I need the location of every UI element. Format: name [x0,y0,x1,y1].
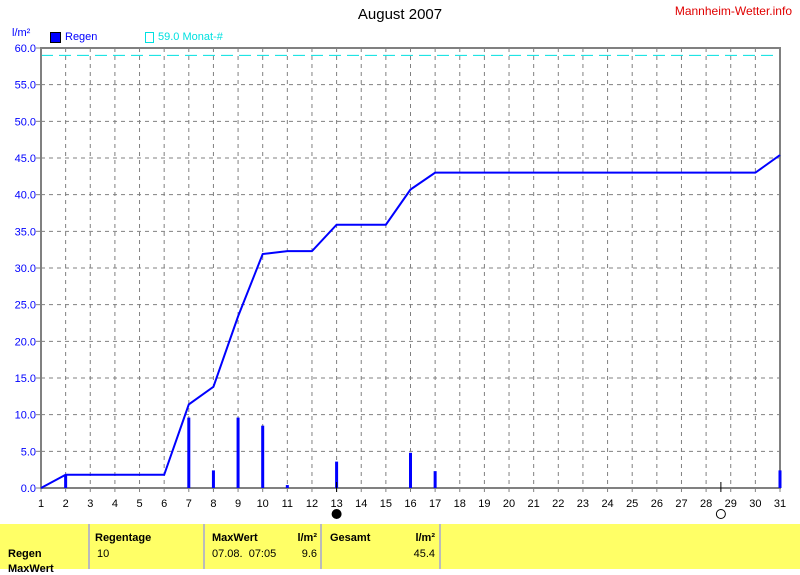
rain-bar [433,471,437,488]
rain-bar [409,452,412,488]
x-tick-label: 17 [429,498,441,510]
y-tick-label: 15.0 [15,373,36,385]
legend-label: 59.0 Monat-# [158,31,223,43]
rain-bar [211,470,215,488]
x-tick-label: 21 [528,498,540,510]
maxwert-unit: l/m² [297,532,317,544]
legend-swatch-rain [50,31,61,43]
full-moon-icon [331,509,342,519]
chart-title: August 2007 [357,6,443,23]
x-tick-label: 13 [330,498,342,510]
y-tick-label: 55.0 [15,80,36,92]
regentage-cell: Regentage 10 [90,524,205,569]
y-tick-label: 45.0 [15,153,36,165]
site-brand: Mannheim-Wetter.info [674,4,792,18]
y-tick-label: 20.0 [15,336,36,348]
x-tick-label: 18 [454,498,466,510]
x-tick-label: 14 [355,498,367,510]
y-tick-label: 60.0 [15,43,36,55]
legend-rain: Regen [50,31,97,43]
rain-bar [285,485,289,488]
rain-bar [187,417,191,488]
gesamt-value: 45.4 [413,548,435,560]
x-tick-label: 8 [210,498,216,510]
gesamt-header: Gesamt [330,532,371,544]
x-tick-label: 12 [306,498,318,510]
y-tick-label: 50.0 [15,116,36,128]
x-tick-label: 9 [235,498,241,510]
y-tick-label: 30.0 [15,263,36,275]
rain-bar [261,425,265,488]
y-tick-label: 25.0 [15,300,36,312]
x-tick-label: 10 [257,498,269,510]
regentage-header: Regentage [95,532,152,544]
row-label-2: MaxWert [8,563,54,575]
summary-table: Regen MaxWert Regentage 10 MaxWert l/m² … [0,524,800,575]
row-label: Regen [8,548,42,560]
x-tick-label: 25 [626,498,638,510]
rain-chart: 0.0 5.0 10.0 15.0 20.0 25.0 30.0 35.0 40.0 45.0 50… [15,43,786,519]
rain-bar [64,474,68,488]
y-tick-label: 35.0 [15,226,36,238]
x-tick-label: 5 [136,498,142,510]
regentage-value: 10 [97,548,110,560]
x-tick-label: 19 [478,498,490,510]
maxwert-cell: MaxWert l/m² 07.08. 07:05 9.6 [205,524,322,569]
x-tick-label: 7 [186,498,192,510]
x-tick-label: 24 [601,498,613,510]
x-tick-label: 23 [577,498,589,510]
rain-bar [335,461,339,488]
y-tick-label: 40.0 [15,190,36,202]
legend-month: 59.0 Monat-# [145,31,223,43]
x-tick-label: 20 [503,498,515,510]
x-tick-label: 1 [38,498,44,510]
new-moon-icon [715,509,726,519]
legend-label: Regen [65,31,98,43]
x-tick-label: 27 [675,498,687,510]
x-tick-label: 30 [749,498,761,510]
maxwert-header: MaxWert [212,532,258,544]
x-tick-label: 29 [725,498,737,510]
row-label-cell: Regen MaxWert [0,524,90,575]
x-tick-label: 16 [404,498,416,510]
x-tick-label: 3 [87,498,93,510]
x-tick-label: 15 [380,498,392,510]
y-tick-label: 0.0 [21,483,36,495]
x-tick-label: 6 [161,498,167,510]
x-tick-label: 31 [774,498,786,510]
maxwert-value: 9.6 [301,548,317,560]
y-tick-label: 5.0 [21,446,36,458]
y-axis-unit: l/m² [12,27,31,39]
x-tick-label: 26 [651,498,663,510]
x-tick-label: 22 [552,498,564,510]
x-tick-label: 11 [282,498,293,510]
legend-swatch-month [145,31,154,43]
y-tick-label: 10.0 [15,410,36,422]
rain-bar [236,417,240,488]
x-tick-label: 2 [63,498,69,510]
x-tick-label: 28 [700,498,712,510]
cumulative-rain-line [40,154,781,489]
gesamt-unit: l/m² [415,532,435,544]
maxwert-date: 07.08. 07:05 [212,548,277,560]
gesamt-cell: Gesamt l/m² 45.4 [322,524,441,569]
x-tick-label: 4 [112,498,118,510]
rain-bar [778,470,782,488]
